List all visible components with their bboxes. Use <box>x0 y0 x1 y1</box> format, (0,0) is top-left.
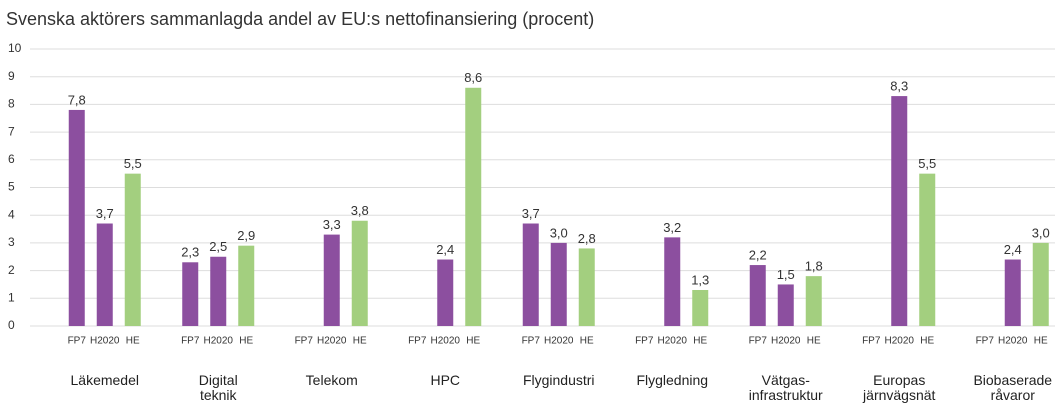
y-tick-label: 3 <box>8 235 15 249</box>
bar <box>777 284 794 326</box>
value-label: 3,0 <box>1032 225 1050 240</box>
bar <box>124 173 141 326</box>
value-label: 2,9 <box>237 228 255 243</box>
series-label: HE <box>920 336 934 347</box>
bar <box>68 109 85 326</box>
value-label: 1,8 <box>805 259 823 274</box>
value-label: 2,3 <box>181 245 199 260</box>
value-label: 3,7 <box>522 206 540 221</box>
bar <box>919 173 936 326</box>
bar <box>437 259 454 326</box>
category-label: Vätgas- infrastruktur <box>748 372 823 403</box>
category-label: HPC <box>430 372 461 388</box>
value-label: 1,3 <box>691 272 709 287</box>
value-label: 2,5 <box>209 239 227 254</box>
series-label: H2020 <box>885 336 915 347</box>
category-label: Europas järnvägsnät <box>863 372 936 403</box>
value-label: 3,7 <box>96 206 114 221</box>
y-tick-label: 1 <box>8 290 15 304</box>
series-label: H2020 <box>90 336 120 347</box>
bar <box>465 87 482 326</box>
bar <box>182 262 199 326</box>
bar <box>578 248 595 326</box>
series-label: HE <box>239 336 253 347</box>
bar <box>210 256 227 326</box>
bar <box>522 223 539 326</box>
y-tick-label: 9 <box>8 69 15 83</box>
category-label: Flygledning <box>636 372 709 388</box>
value-label: 3,3 <box>323 217 341 232</box>
series-label: H2020 <box>204 336 234 347</box>
value-label: 3,0 <box>550 225 568 240</box>
value-label: 2,4 <box>436 242 454 257</box>
category-label: Biobaserade råvaror <box>973 372 1053 403</box>
bar <box>749 265 766 326</box>
series-label: HE <box>126 336 140 347</box>
bar <box>891 96 908 326</box>
bar <box>351 220 368 326</box>
bar <box>1004 259 1021 326</box>
series-label: FP7 <box>635 336 654 347</box>
value-label: 2,4 <box>1004 242 1022 257</box>
series-label: FP7 <box>749 336 768 347</box>
series-label: H2020 <box>658 336 688 347</box>
series-label: FP7 <box>68 336 87 347</box>
value-label: 5,5 <box>918 156 936 171</box>
value-label: 2,2 <box>749 247 767 262</box>
series-label: H2020 <box>771 336 801 347</box>
value-label: 2,8 <box>578 231 596 246</box>
value-label: 8,3 <box>890 79 908 94</box>
y-tick-label: 4 <box>8 207 15 221</box>
y-tick-label: 6 <box>8 152 15 166</box>
series-label: HE <box>807 336 821 347</box>
chart-title: Svenska aktörers sammanlagda andel av EU… <box>6 9 594 29</box>
y-tick-label: 0 <box>8 318 15 332</box>
series-label: FP7 <box>976 336 995 347</box>
value-label: 7,8 <box>68 92 86 107</box>
series-label: FP7 <box>522 336 541 347</box>
series-label: FP7 <box>181 336 200 347</box>
bar <box>550 242 567 326</box>
series-label: FP7 <box>862 336 881 347</box>
series-label: FP7 <box>408 336 427 347</box>
category-label: Digital teknik <box>198 372 238 403</box>
y-tick-label: 8 <box>8 97 15 111</box>
bar <box>96 223 113 326</box>
series-label: HE <box>466 336 480 347</box>
value-label: 3,8 <box>351 203 369 218</box>
series-label: FP7 <box>295 336 314 347</box>
category-label: Läkemedel <box>70 372 140 388</box>
series-label: HE <box>693 336 707 347</box>
y-tick-label: 10 <box>8 41 22 55</box>
category-label: Flygindustri <box>522 372 595 388</box>
series-label: HE <box>353 336 367 347</box>
bar <box>1032 242 1049 326</box>
series-label: H2020 <box>431 336 461 347</box>
value-label: 1,5 <box>777 267 795 282</box>
series-label: HE <box>580 336 594 347</box>
value-label: 3,2 <box>663 220 681 235</box>
bar <box>664 237 681 326</box>
series-label: HE <box>1034 336 1048 347</box>
y-tick-label: 7 <box>8 124 15 138</box>
y-tick-label: 2 <box>8 263 15 277</box>
bar <box>805 276 822 326</box>
y-tick-label: 5 <box>8 180 15 194</box>
bar <box>238 245 255 326</box>
bar <box>692 289 709 326</box>
bar <box>323 234 340 326</box>
series-label: H2020 <box>317 336 347 347</box>
value-label: 8,6 <box>464 70 482 85</box>
series-label: H2020 <box>544 336 574 347</box>
category-label: Telekom <box>305 372 358 388</box>
series-label: H2020 <box>998 336 1028 347</box>
value-label: 5,5 <box>124 156 142 171</box>
